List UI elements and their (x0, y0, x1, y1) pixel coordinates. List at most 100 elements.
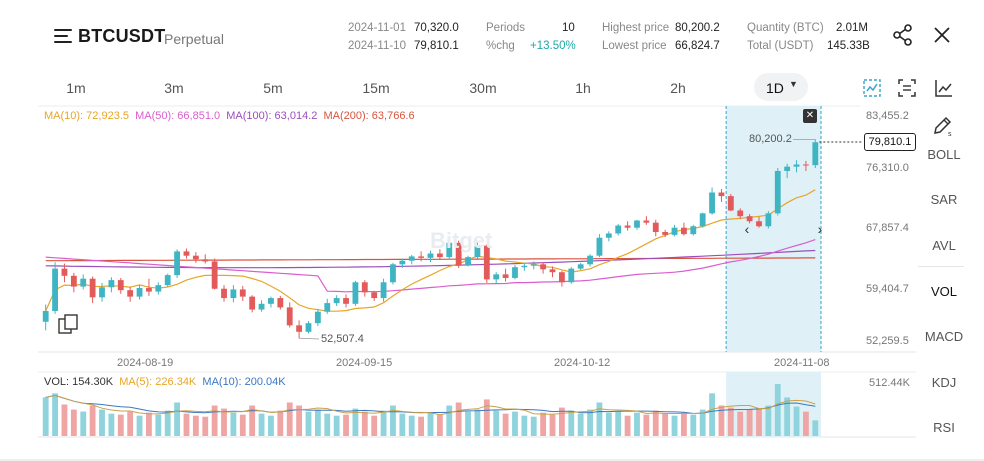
candle-body (314, 311, 321, 324)
range-close-icon[interactable]: ✕ (803, 109, 817, 123)
volume-bar (408, 415, 415, 436)
price-axis-label: 52,259.5 (866, 335, 909, 347)
chart-type-icon[interactable] (933, 77, 955, 99)
candle-body (136, 288, 143, 297)
volume-bar (136, 415, 143, 436)
volume-bar (268, 415, 274, 436)
volume-bar (474, 409, 481, 436)
volume-bar (343, 414, 349, 436)
volume-bar (605, 412, 612, 436)
stat-qty-label: Quantity (BTC) (747, 22, 824, 34)
candle-body (249, 296, 256, 310)
candle-body (709, 192, 715, 214)
tab-1h[interactable]: 1h (575, 80, 591, 96)
sidebar-item-avl[interactable]: AVL (932, 238, 956, 253)
candle-body (399, 260, 406, 265)
candle-body (615, 225, 622, 234)
tab-1d-dropdown[interactable]: 1D ▼ (754, 73, 808, 101)
candle-body (202, 259, 209, 262)
candle-body (474, 245, 481, 258)
stat-price-end: 79,810.1 (414, 40, 459, 52)
volume-bar (80, 411, 87, 436)
stat-total-value: 145.33B (827, 40, 870, 52)
candle-body (117, 280, 124, 291)
candle-body (192, 255, 199, 260)
stat-low-value: 66,824.7 (675, 40, 720, 52)
candle-body (211, 261, 218, 289)
candle-body (183, 251, 190, 256)
timeframe-tabs: 1m 3m 5m 15m 30m 1h 2h 1D ▼ (0, 72, 984, 104)
draw-pencil-icon[interactable]: s (931, 114, 953, 138)
candle-body (333, 298, 340, 304)
volume-bar (418, 416, 425, 436)
last-price-tag: 79,810.1 (864, 133, 916, 151)
sidebar-item-kdj[interactable]: KDJ (931, 375, 957, 390)
sidebar-item-vol[interactable]: VOL (930, 284, 957, 299)
volume-bar (117, 414, 124, 436)
candle-body (690, 226, 697, 235)
volume-bar (549, 414, 556, 436)
sidebar-item-macd[interactable]: MACD (924, 329, 964, 344)
switch-chart-icon[interactable] (57, 313, 79, 335)
volume-bar (568, 410, 575, 436)
candle-body (52, 268, 58, 311)
sidebar-item-sar[interactable]: SAR (930, 192, 958, 207)
volume-bar (540, 412, 547, 436)
screenshot-icon[interactable] (896, 77, 918, 99)
symbol-title[interactable]: BTCUSDT (78, 26, 166, 46)
stat-low-label: Lowest price (602, 40, 667, 52)
volume-bar (652, 410, 659, 436)
tab-15m[interactable]: 15m (362, 80, 390, 96)
volume-bar (662, 413, 669, 436)
volume-bar (812, 420, 819, 436)
ma50-line (45, 239, 816, 293)
candle-body (408, 256, 415, 261)
tab-30m[interactable]: 30m (469, 80, 497, 96)
low-annotation-leader (299, 337, 320, 340)
volume-bar (681, 412, 687, 436)
watermark-text: Bitget (430, 228, 493, 253)
vol-label: VOL: 154.30K (44, 376, 114, 388)
volume-bar (230, 412, 237, 436)
stat-chg-value: +13.50% (530, 40, 576, 52)
candle-body (699, 213, 706, 227)
share-icon[interactable] (890, 22, 916, 48)
candle-body (61, 268, 68, 276)
candle-body (718, 192, 725, 197)
price-axis-label: 67,857.4 (866, 222, 909, 234)
close-icon[interactable] (929, 22, 955, 48)
volume-bar (249, 405, 256, 436)
indicator-toggle-icon[interactable] (861, 77, 883, 99)
volume-bar (756, 408, 762, 436)
range-left-handle-icon[interactable]: ‹ (744, 221, 750, 237)
volume-bar (399, 413, 406, 436)
volume-bar (333, 415, 340, 436)
candle-body (277, 298, 284, 308)
candle-body (727, 196, 734, 211)
volume-bar (390, 405, 396, 436)
ma50-label: MA(50): 66,851.0 (135, 110, 221, 122)
tab-2h[interactable]: 2h (670, 80, 686, 96)
tab-1m[interactable]: 1m (66, 80, 86, 96)
candle-body (221, 288, 227, 299)
volume-bar (793, 406, 800, 436)
sidebar-item-rsi[interactable]: RSI (933, 420, 955, 435)
candle-body (793, 164, 800, 167)
stat-qty-value: 2.01M (836, 22, 868, 34)
tab-3m[interactable]: 3m (164, 80, 184, 96)
volume-bar (784, 397, 791, 436)
stat-date-end: 2024-11-10 (348, 40, 406, 52)
candle-body (774, 170, 781, 214)
range-right-handle-icon[interactable]: › (817, 221, 823, 237)
menu-icon[interactable] (54, 28, 72, 44)
candle-body (568, 268, 575, 283)
volume-bar (746, 409, 753, 436)
candle-body (380, 282, 387, 299)
volume-bar (52, 393, 58, 436)
sidebar-item-boll[interactable]: BOLL (927, 147, 961, 162)
price-axis-label: 83,455.2 (866, 110, 909, 122)
candle-body (324, 303, 331, 312)
tab-5m[interactable]: 5m (263, 80, 283, 96)
candle-body (127, 290, 134, 297)
